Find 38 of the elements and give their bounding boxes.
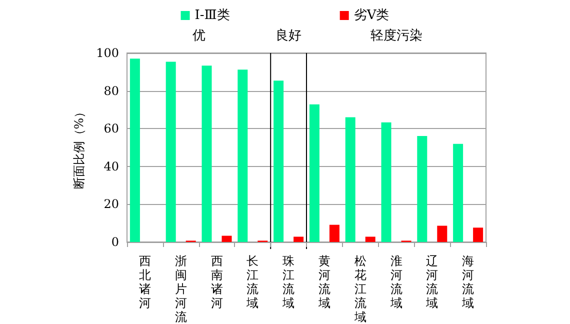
y-tick-label: 80 (104, 84, 119, 98)
bar (473, 228, 484, 242)
y-tick-label: 100 (96, 46, 119, 60)
x-tick-label: 西北诸河 (138, 254, 151, 310)
x-tick-label: 辽河流域 (425, 254, 438, 310)
y-axis-title: 断面比例（%） (72, 106, 86, 190)
bar (417, 136, 428, 242)
text: 轻度污染 (370, 28, 422, 44)
bar (345, 117, 356, 242)
text: 优 (192, 28, 206, 44)
bar (329, 224, 340, 242)
x-tick-label: 珠江流域 (282, 254, 295, 310)
legend-label: 劣Ⅴ类 (354, 8, 390, 23)
x-tick-label: 黄河流域 (317, 254, 330, 310)
bar (437, 226, 448, 242)
text: 良好 (276, 28, 302, 44)
x-tick-label: 海河流域 (461, 254, 474, 310)
bar (453, 144, 464, 242)
y-tick-label: 20 (104, 197, 119, 212)
bar (294, 236, 304, 242)
bar (238, 70, 248, 242)
x-tick-label: 西南诸河 (210, 254, 223, 310)
bar (309, 104, 320, 242)
bar (166, 62, 176, 242)
x-tick-label: 淮河流域 (389, 254, 402, 310)
bar (222, 236, 232, 242)
y-tick-label: 0 (111, 235, 119, 249)
y-tick-label: 40 (104, 159, 119, 174)
bar (130, 58, 140, 242)
bar (202, 66, 212, 242)
legend-label: Ⅰ-Ⅲ类 (194, 8, 230, 23)
x-tick-label: 长江流域 (246, 254, 259, 310)
y-tick-label: 60 (104, 122, 119, 136)
x-tick-label: 浙闽片河流 (174, 254, 187, 324)
x-tick-label: 松花江流域 (353, 254, 366, 324)
bar (365, 236, 376, 242)
bar (274, 80, 284, 242)
bar (381, 122, 392, 242)
